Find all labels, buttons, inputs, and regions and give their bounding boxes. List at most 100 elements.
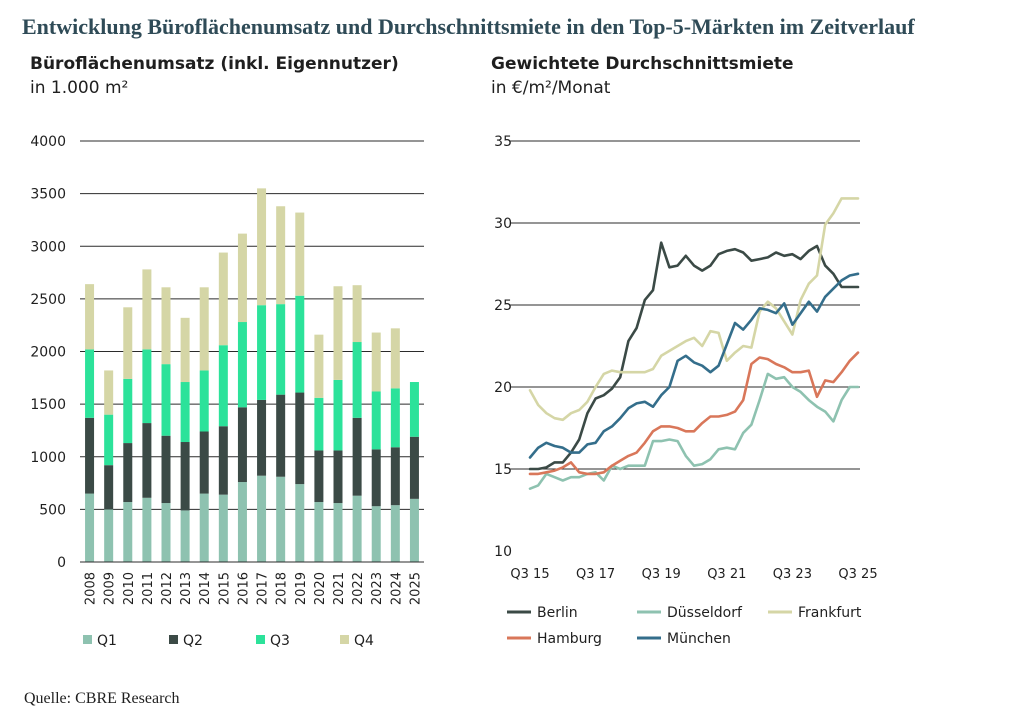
bar-segment-q1: [314, 502, 324, 562]
bar-segment-q1: [276, 476, 286, 562]
bar-segment-q2: [371, 449, 381, 507]
bar-segment-q2: [199, 431, 209, 494]
bar-segment-q1: [218, 494, 228, 562]
bar-segment-q4: [199, 287, 209, 371]
bar-segment-q2: [276, 394, 286, 477]
bar-x-tick-label: 2014: [198, 572, 213, 605]
bar-segment-q2: [314, 450, 324, 503]
bar-segment-q4: [352, 285, 362, 343]
line-series-hamburg: [528, 351, 860, 476]
bar-segment-q3: [104, 414, 114, 466]
line-series-münchen: [528, 272, 860, 459]
bar-segment-q3: [85, 349, 95, 418]
bar-segment-q1: [123, 502, 133, 562]
bar-segment-q3: [352, 342, 362, 418]
bar-segment-q2: [352, 417, 362, 496]
bar-y-tick-label: 4000: [30, 134, 66, 150]
bar-segment-q1: [257, 475, 267, 562]
source-note: Quelle: CBRE Research: [24, 690, 180, 707]
bar-y-tick-label: 3500: [30, 187, 66, 203]
bar-x-tick-label: 2010: [122, 572, 137, 605]
bar-segment-q2: [237, 407, 247, 483]
line-x-tick-label: Q3 15: [510, 567, 549, 582]
bar-x-tick-label: 2024: [389, 572, 404, 605]
bar-legend-swatch: [340, 635, 349, 644]
line-y-tick-label: 20: [494, 380, 512, 396]
bar-x-tick-label: 2025: [408, 572, 423, 605]
line-y-tick-label: 25: [494, 298, 512, 314]
line-y-tick-label: 10: [494, 544, 512, 560]
bar-segment-q4: [276, 206, 286, 305]
bar-x-tick-label: 2023: [370, 572, 385, 605]
bar-segment-q4: [161, 287, 171, 365]
bar-legend-label: Q2: [183, 633, 203, 649]
bar-segment-q3: [199, 370, 209, 432]
bar-segment-q1: [352, 495, 362, 562]
bar-legend-swatch: [83, 635, 92, 644]
bar-y-tick-label: 500: [39, 502, 66, 518]
bar-x-tick-label: 2012: [160, 572, 175, 605]
line-legend-label: Hamburg: [537, 631, 602, 647]
bar-y-tick-label: 1500: [30, 397, 66, 413]
bar-legend-label: Q1: [97, 633, 117, 649]
bar-x-tick-label: 2020: [313, 572, 328, 605]
bar-segment-q2: [257, 399, 267, 476]
bar-segment-q3: [142, 349, 152, 424]
line-legend-label: Düsseldorf: [667, 605, 743, 621]
bar-y-tick-label: 2000: [30, 345, 66, 361]
line-x-tick-label: Q3 23: [773, 567, 812, 582]
right-chart-unit: in €/m²/Monat: [491, 78, 611, 98]
bar-y-tick-label: 3000: [30, 239, 66, 255]
bar-x-tick-label: 2018: [275, 572, 290, 605]
bar-segment-q4: [295, 212, 305, 296]
bar-segment-q4: [142, 269, 152, 350]
bar-segment-q1: [371, 506, 381, 562]
bar-segment-q1: [333, 503, 343, 562]
bar-segment-q2: [104, 465, 114, 510]
bar-segment-q4: [104, 370, 114, 415]
bar-x-tick-label: 2019: [294, 572, 309, 605]
line-legend-label: Berlin: [537, 605, 578, 621]
bar-segment-q4: [85, 284, 95, 350]
bar-segment-q2: [142, 423, 152, 498]
bar-x-tick-label: 2016: [236, 572, 251, 605]
bar-legend-swatch: [169, 635, 178, 644]
bar-x-tick-label: 2011: [141, 572, 156, 605]
line-x-tick-label: Q3 25: [838, 567, 877, 582]
bar-x-tick-label: 2022: [351, 572, 366, 605]
line-series-frankfurt: [528, 197, 860, 422]
bar-segment-q4: [371, 332, 381, 392]
line-y-tick-label: 30: [494, 216, 512, 232]
bar-segment-q2: [123, 443, 133, 503]
bar-x-tick-label: 2008: [84, 572, 99, 605]
bar-segment-q2: [85, 417, 95, 494]
bar-segment-q4: [333, 286, 343, 380]
bar-segment-q4: [390, 328, 400, 389]
bar-segment-q4: [180, 317, 190, 383]
bar-segment-q1: [104, 509, 114, 562]
bar-segment-q1: [390, 505, 400, 562]
bar-y-tick-label: 0: [57, 555, 66, 571]
bar-segment-q1: [295, 484, 305, 562]
bar-segment-q1: [180, 510, 190, 562]
right-chart-title: Gewichtete Durchschnittsmiete: [491, 54, 794, 74]
bar-legend-label: Q3: [270, 633, 290, 649]
bar-segment-q3: [333, 379, 343, 451]
bar-segment-q3: [180, 382, 190, 443]
bar-segment-q3: [237, 322, 247, 408]
bar-segment-q1: [237, 482, 247, 562]
bar-segment-q4: [218, 252, 228, 346]
line-series-berlin: [528, 241, 860, 471]
bar-segment-q3: [276, 304, 286, 395]
bar-segment-q3: [161, 364, 171, 436]
bar-segment-q3: [218, 345, 228, 427]
bar-segment-q2: [390, 447, 400, 506]
bar-segment-q2: [161, 435, 171, 504]
bar-segment-q3: [123, 378, 133, 444]
line-legend-label: Frankfurt: [798, 605, 862, 621]
bar-segment-q2: [218, 426, 228, 495]
bar-y-tick-label: 2500: [30, 292, 66, 308]
bar-segment-q3: [257, 305, 267, 400]
line-legend-label: München: [667, 631, 731, 647]
